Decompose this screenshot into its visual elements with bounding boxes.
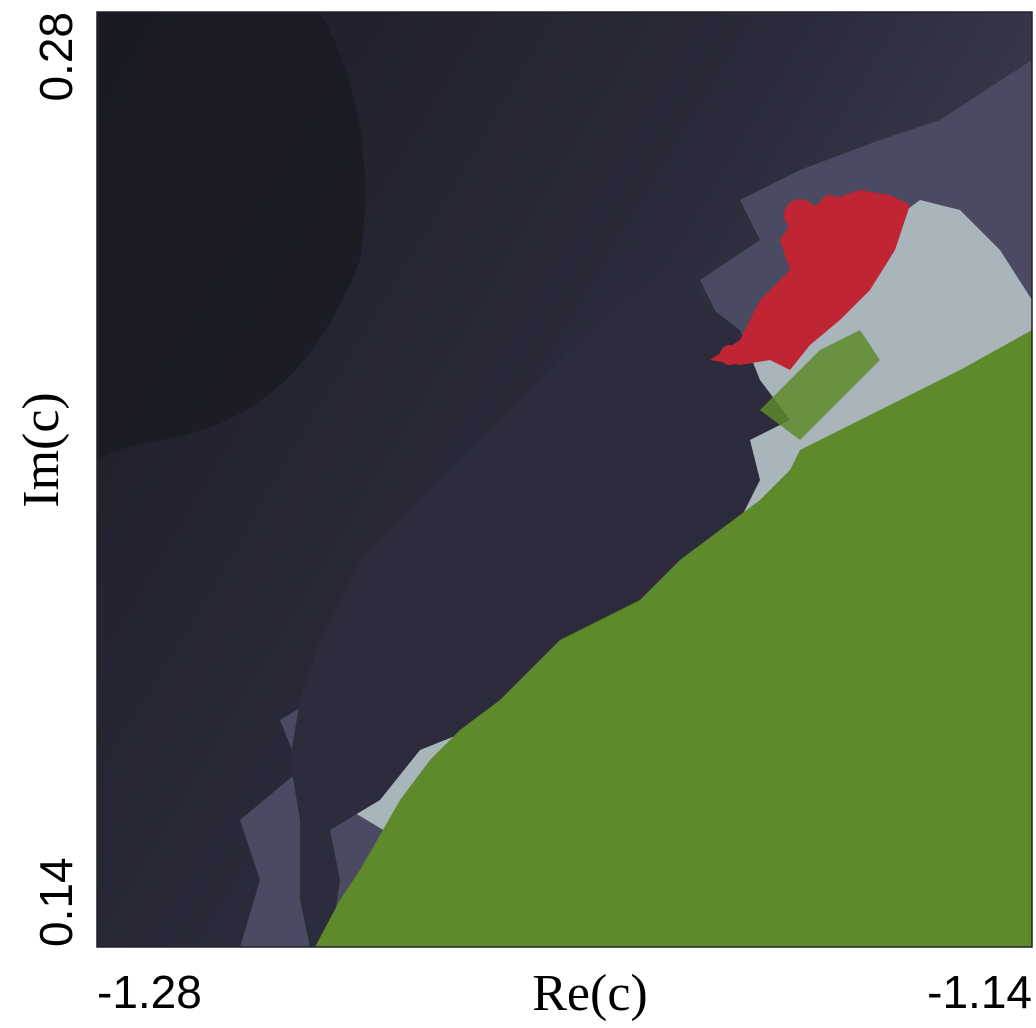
- plot-frame: [96, 11, 1033, 948]
- x-tick-label: -1.28: [97, 966, 202, 1018]
- y-axis-label: Im(c): [13, 392, 70, 507]
- x-axis-label: Re(c): [532, 965, 647, 1022]
- y-tick-label: 0.28: [30, 12, 82, 102]
- fractal-image: [97, 12, 1032, 947]
- x-tick-label: -1.14: [927, 966, 1032, 1018]
- y-tick-label: 0.14: [30, 857, 82, 947]
